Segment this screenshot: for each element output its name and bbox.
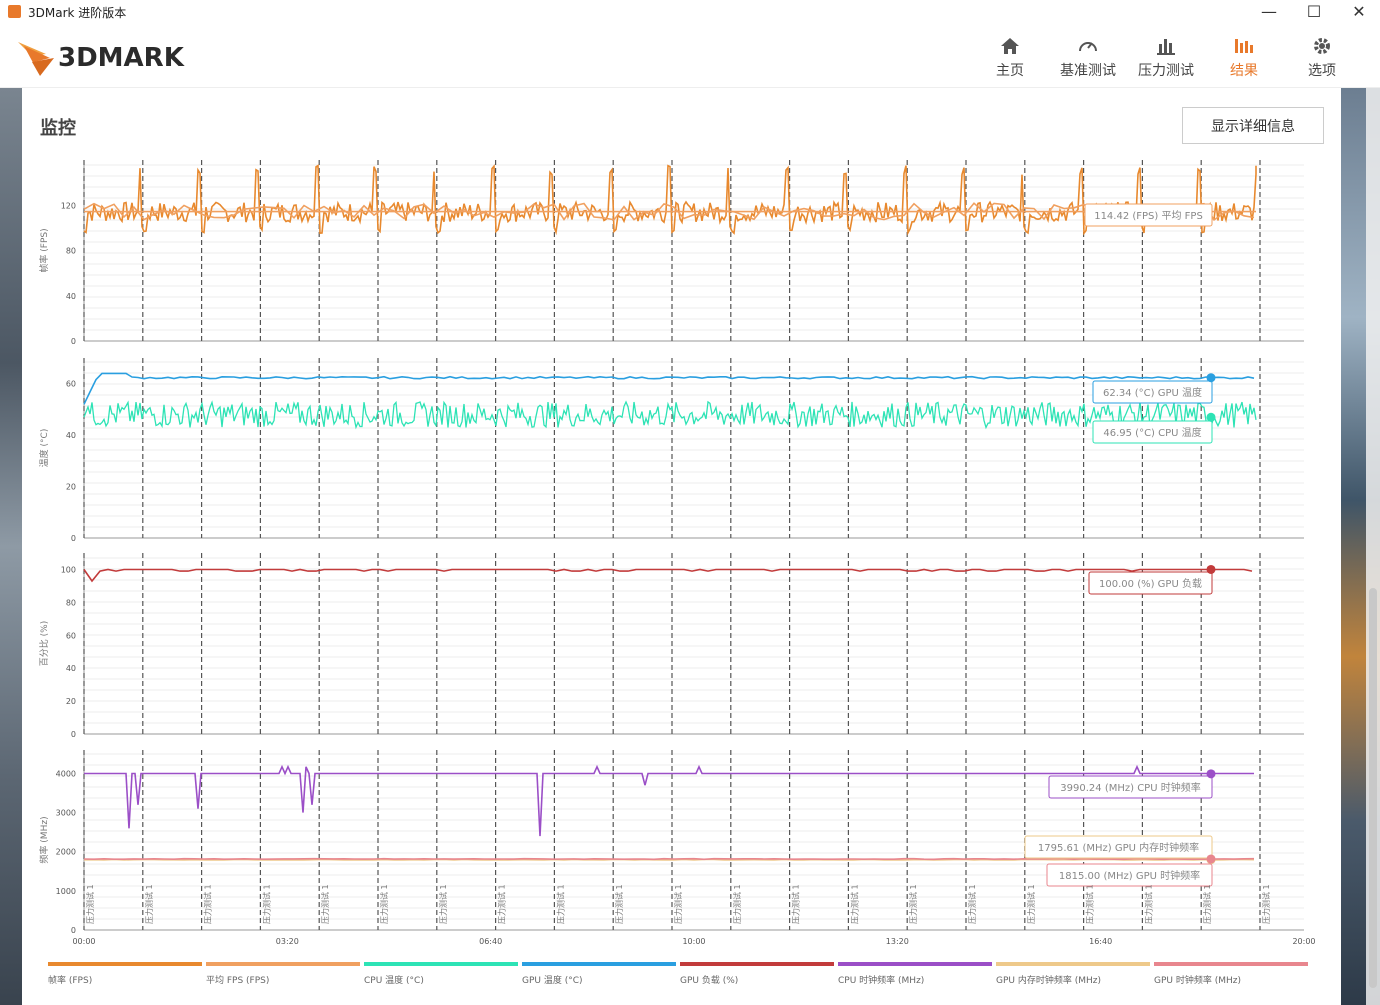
monitoring-panel: 监控 显示详细信息: [22, 88, 1341, 1005]
legend-label: GPU 内存时钟频率 (MHz): [996, 976, 1101, 986]
nav-label-options: 选项: [1308, 63, 1336, 79]
nav-label-results: 结果: [1230, 63, 1258, 79]
legend-swatch: [48, 962, 202, 966]
legend-label: GPU 温度 (°C): [522, 976, 583, 986]
app-header: 3DMARK 主页 基准测试 压力测试 结果 选项: [0, 24, 1380, 88]
legend-item[interactable]: CPU 温度 (°C): [364, 962, 518, 986]
legend-item[interactable]: CPU 时钟频率 (MHz): [838, 962, 992, 986]
legend-swatch: [522, 962, 676, 966]
nav-label-stress-tests: 压力测试: [1138, 63, 1194, 79]
vertical-scrollbar[interactable]: [1366, 88, 1380, 1005]
nav-item-results[interactable]: 结果: [1216, 34, 1272, 80]
legend-item[interactable]: GPU 内存时钟频率 (MHz): [996, 962, 1150, 986]
main-nav: 主页 基准测试 压力测试 结果 选项: [982, 34, 1350, 80]
maximize-button[interactable]: ☐: [1306, 2, 1322, 21]
nav-item-benchmarks[interactable]: 基准测试: [1060, 34, 1116, 80]
legend-label: 帧率 (FPS): [48, 976, 93, 986]
minimize-button[interactable]: —: [1261, 2, 1277, 21]
legend-swatch: [838, 962, 992, 966]
scrollbar-thumb[interactable]: [1369, 588, 1377, 988]
gauge-icon: [1079, 42, 1097, 52]
nav-item-options[interactable]: 选项: [1294, 34, 1350, 80]
legend-label: CPU 时钟频率 (MHz): [838, 976, 925, 986]
legend-item[interactable]: 平均 FPS (FPS): [206, 962, 360, 986]
logo-text: 3DMARK: [58, 43, 185, 73]
results-icon: [1235, 39, 1253, 53]
legend-swatch: [206, 962, 360, 966]
legend-label: GPU 时钟频率 (MHz): [1154, 976, 1241, 986]
nav-item-stress-tests[interactable]: 压力测试: [1138, 34, 1194, 80]
gear-icon: [1314, 38, 1330, 54]
bar-chart-icon: [1157, 39, 1175, 55]
show-details-button[interactable]: 显示详细信息: [1182, 107, 1324, 144]
window-titlebar: 3DMark 进阶版本 — ☐ ✕: [0, 0, 1380, 24]
legend-swatch: [364, 962, 518, 966]
legend-swatch: [1154, 962, 1308, 966]
nav-label-home: 主页: [996, 63, 1024, 79]
background-art-left: [0, 88, 22, 1005]
close-button[interactable]: ✕: [1352, 2, 1366, 21]
nav-item-home[interactable]: 主页: [982, 34, 1038, 80]
window-title: 3DMark 进阶版本: [28, 6, 127, 20]
legend-swatch: [680, 962, 834, 966]
chart-legend: 帧率 (FPS) 平均 FPS (FPS) CPU 温度 (°C) GPU 温度 (°…: [48, 962, 1318, 992]
legend-label: GPU 负载 (%): [680, 976, 739, 986]
legend-item[interactable]: GPU 时钟频率 (MHz): [1154, 962, 1308, 986]
legend-item[interactable]: GPU 温度 (°C): [522, 962, 676, 986]
app-icon: [8, 5, 21, 18]
nav-label-benchmarks: 基准测试: [1060, 63, 1116, 79]
legend-item[interactable]: GPU 负载 (%): [680, 962, 834, 986]
3dmark-logo: 3DMARK: [18, 42, 185, 76]
legend-label: 平均 FPS (FPS): [206, 976, 270, 986]
legend-swatch: [996, 962, 1150, 966]
home-icon: [1001, 38, 1019, 54]
legend-label: CPU 温度 (°C): [364, 976, 424, 986]
section-title: 监控: [40, 118, 76, 139]
legend-item[interactable]: 帧率 (FPS): [48, 962, 202, 986]
